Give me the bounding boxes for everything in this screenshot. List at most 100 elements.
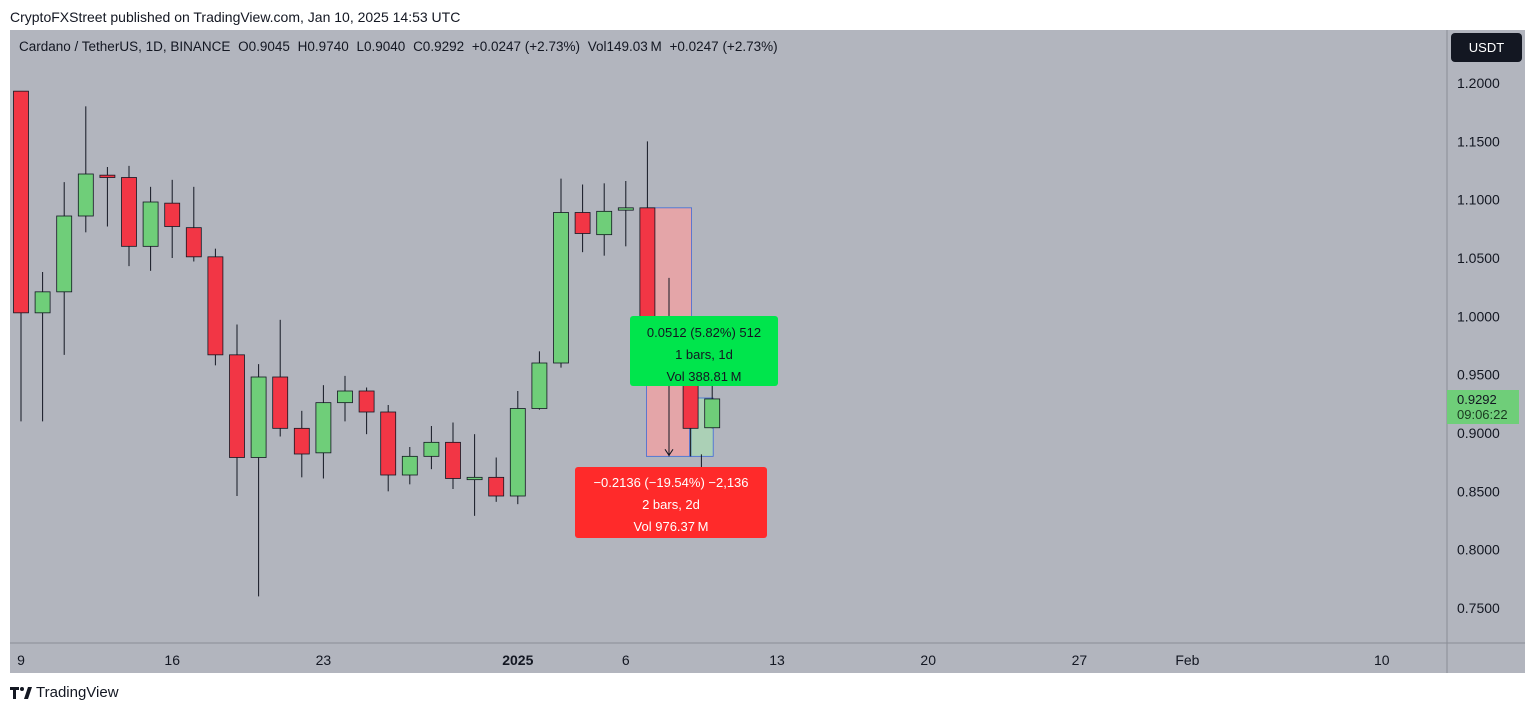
candle-body <box>164 202 181 227</box>
candles <box>13 90 721 597</box>
symbol-label[interactable]: Cardano / TetherUS, 1D, BINANCE <box>19 39 231 54</box>
candlestick-chart[interactable]: 1.2000 1.1500 1.1000 1.0500 1.0000 0.9500 0.90… <box>10 30 1525 673</box>
candle-2025-01-07 <box>639 141 656 334</box>
ohlc-legend: Cardano / TetherUS, 1D, BINANCE O0.9045 … <box>19 39 782 54</box>
brand-name: TradingView <box>36 684 119 701</box>
candle-body <box>185 227 202 258</box>
candle-2025-01-02 <box>531 351 548 410</box>
candle-2024-12-21 <box>272 319 289 437</box>
candle-2024-12-10 <box>34 272 51 422</box>
candle-body <box>639 207 656 332</box>
close-value: C0.9292 <box>413 39 465 54</box>
candle-2024-12-25 <box>358 387 375 435</box>
candle-2025-01-01 <box>509 391 526 505</box>
price-tick-label: 1.0500 <box>1457 250 1500 266</box>
price-tick-label: 1.1500 <box>1457 133 1500 149</box>
time-tick-label: Feb <box>1175 652 1199 668</box>
high-value: H0.9740 <box>297 39 349 54</box>
time-tick-label: 9 <box>17 652 25 668</box>
candle-2024-12-23 <box>315 385 332 479</box>
candle-body <box>142 201 159 247</box>
publisher-line: CryptoFXStreet published on TradingView.… <box>10 9 461 25</box>
candle-body <box>596 210 613 236</box>
candle-body <box>553 212 569 364</box>
candle-body <box>401 455 418 476</box>
low-value: L0.9040 <box>356 39 406 54</box>
price-tick-label: 1.0000 <box>1457 308 1500 324</box>
candle-2024-12-11 <box>56 182 73 355</box>
candle-2024-12-09 <box>13 90 29 422</box>
candle-2024-12-13 <box>99 167 116 227</box>
time-axis: 9 16 23 2025 6 13 20 27 Feb 10 <box>17 652 1390 668</box>
candle-2024-12-28 <box>423 426 440 470</box>
quote-currency-button[interactable]: USDT <box>1451 33 1522 62</box>
axis-lines <box>10 30 1525 673</box>
time-tick-label: 20 <box>920 652 936 668</box>
candle-2024-12-15 <box>142 186 159 271</box>
candle-body <box>293 427 310 455</box>
candle-body <box>509 408 526 497</box>
price-tick-label: 0.7500 <box>1457 600 1500 616</box>
price-tick-label: 1.2000 <box>1457 75 1500 91</box>
candle-body <box>466 476 483 481</box>
candle-body <box>272 376 289 429</box>
candle-body <box>574 212 591 234</box>
time-tick-label: 23 <box>316 652 332 668</box>
candle-2024-12-14 <box>121 165 137 267</box>
measure-up-change: 0.0512 (5.82%) 512 <box>646 325 762 340</box>
measure-down-label[interactable]: −0.2136 (−19.54%) −2,136 2 bars, 2d Vol … <box>575 467 767 538</box>
time-tick-label: 27 <box>1072 652 1088 668</box>
candle-2024-12-27 <box>401 447 418 485</box>
measure-down-bars: 2 bars, 2d <box>642 497 700 512</box>
candle-2024-12-31 <box>488 457 505 502</box>
candle-2025-01-05 <box>596 183 613 256</box>
candle-body <box>121 177 137 247</box>
candle-body <box>337 390 353 404</box>
chart-area[interactable]: 1.2000 1.1500 1.1000 1.0500 1.0000 0.9500 0.90… <box>10 30 1525 673</box>
candle-2024-12-18 <box>207 248 224 366</box>
price-tick-label: 0.9500 <box>1457 367 1500 383</box>
tradingview-brand[interactable]: TradingView <box>10 684 119 701</box>
price-tick-label: 0.8000 <box>1457 542 1500 558</box>
last-price-tag: 0.9292 09:06:22 <box>1447 390 1519 424</box>
candle-2025-01-04 <box>574 184 591 253</box>
time-tick-label: 13 <box>769 652 785 668</box>
price-tick-label: 1.1000 <box>1457 192 1500 208</box>
candle-body <box>531 362 548 409</box>
candle-body <box>315 402 332 454</box>
candle-2024-12-17 <box>185 186 202 262</box>
candle-2024-12-22 <box>293 410 310 478</box>
measure-up-bars: 1 bars, 1d <box>675 347 733 362</box>
time-tick-label: 10 <box>1374 652 1390 668</box>
price-tick-label: 0.8500 <box>1457 483 1500 499</box>
candle-2024-12-19 <box>229 324 245 496</box>
time-tick-label: 6 <box>622 652 630 668</box>
candle-2025-01-06 <box>617 181 634 247</box>
open-value: O0.9045 <box>238 39 290 54</box>
candle-body <box>488 476 505 497</box>
candle-body <box>250 376 267 458</box>
measure-up-label[interactable]: 0.0512 (5.82%) 512 1 bars, 1d Vol 388.81… <box>630 316 778 386</box>
candle-body <box>34 291 51 314</box>
candle-body <box>423 441 440 457</box>
candle-2024-12-24 <box>337 375 353 422</box>
candle-2024-12-16 <box>164 179 181 258</box>
measure-up-volume: Vol 388.81 M <box>666 369 742 384</box>
candle-body <box>229 354 245 458</box>
measure-down-volume: Vol 976.37 M <box>633 519 709 534</box>
candle-2024-12-26 <box>380 405 397 492</box>
candle-2024-12-12 <box>77 106 94 233</box>
time-tick-label: 2025 <box>502 652 533 668</box>
tradingview-logo-icon <box>10 686 32 699</box>
price-tick-label: 0.9000 <box>1457 425 1500 441</box>
candle-body <box>99 174 116 178</box>
change-value: +0.0247 (+2.73%) <box>471 39 580 54</box>
candle-2025-01-03 <box>553 178 569 368</box>
candle-body <box>207 256 224 356</box>
candle-2024-12-29 <box>445 422 461 489</box>
candle-body <box>56 215 73 293</box>
candle-body <box>13 90 29 314</box>
volume-value: Vol149.03 M <box>587 39 662 54</box>
candle-2025-01-10 <box>704 346 721 429</box>
candle-body <box>77 173 94 217</box>
